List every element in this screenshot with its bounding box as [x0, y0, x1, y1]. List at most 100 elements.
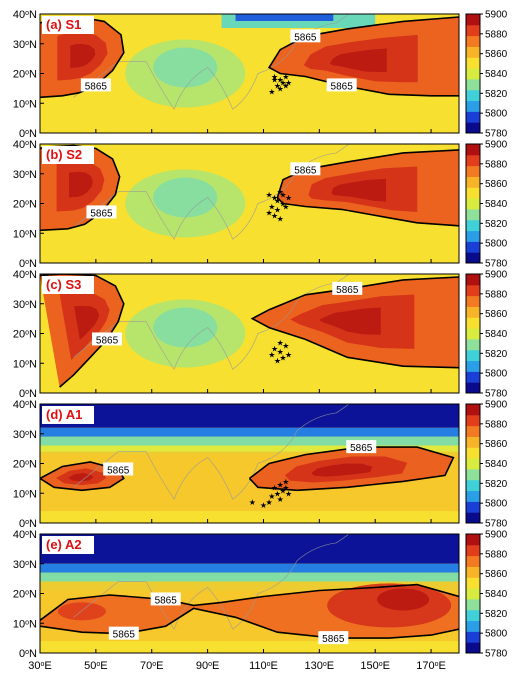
panel-title-bg	[42, 276, 94, 294]
colorbar-tick-label: 5780	[485, 129, 508, 140]
colorbar-tick-label: 5860	[485, 569, 508, 580]
y-tick-label: 20oN	[13, 459, 37, 471]
contour-label-bg	[332, 281, 363, 295]
high-peak	[377, 588, 430, 611]
colorbar-segment	[466, 436, 480, 448]
contour-label-text: 5865	[322, 634, 345, 645]
low-core	[153, 177, 218, 218]
contour-label: 5865	[92, 332, 123, 346]
north-strip-core	[235, 14, 334, 21]
star-marker: ★	[265, 498, 272, 507]
star-marker: ★	[277, 75, 284, 84]
colorbar-tick-label: 5860	[485, 179, 508, 190]
contour-label-text: 5865	[294, 32, 317, 43]
y-tick-label: 20oN	[13, 589, 37, 601]
y-tick-label: 30oN	[13, 559, 37, 571]
star-marker: ★	[282, 72, 289, 81]
colorbar-segment	[466, 35, 480, 47]
colorbar-segment	[466, 68, 480, 80]
star-marker: ★	[282, 81, 289, 90]
star-marker: ★	[277, 188, 284, 197]
contour-label-text: 5865	[331, 81, 354, 92]
colorbar-tick-label: 5820	[485, 89, 508, 100]
colorbar-tick-label: 5880	[485, 159, 508, 170]
x-tick-label: 170oE	[416, 660, 446, 672]
colorbar-tick-label: 5800	[485, 629, 508, 640]
colorbar-segment	[466, 208, 480, 221]
colorbar-segment	[466, 588, 480, 600]
x-tick-label: 70oE	[140, 660, 164, 672]
y-tick-label: 10oN	[13, 228, 37, 240]
colorbar-segment	[466, 577, 480, 589]
star-marker: ★	[265, 208, 272, 217]
colorbar-segment	[466, 111, 480, 123]
colorbar-tick-label: 5860	[485, 439, 508, 450]
colorbar-segment	[466, 122, 480, 134]
star-marker: ★	[279, 78, 286, 87]
star-marker: ★	[282, 341, 289, 350]
low-core	[153, 307, 218, 348]
contour-label-bg	[290, 29, 321, 43]
contour-5865	[250, 276, 459, 369]
star-marker: ★	[271, 75, 278, 84]
x-axis: 30oE 50oE 70oE 90oE 110oE 130oE 150oE 170oE	[28, 660, 446, 672]
north-band-fade	[40, 572, 459, 582]
colorbar-tick-label: 5840	[485, 459, 508, 470]
contour-label: 5865	[290, 29, 321, 43]
colorbar-segment	[466, 295, 480, 307]
contour-label-text: 5865	[85, 81, 108, 92]
colorbar-segment	[466, 89, 480, 102]
star-marker: ★	[268, 202, 275, 211]
star-marker: ★	[279, 353, 286, 362]
panel-title-text: (d) A1	[46, 407, 82, 422]
colorbar-segment	[466, 78, 480, 91]
colorbar-segment	[466, 414, 480, 427]
x-tick-label: 110oE	[249, 660, 278, 672]
contour-label-text: 5865	[96, 335, 119, 346]
colorbar-tick-label: 5800	[485, 239, 508, 250]
colorbar: 5900 5880 5860 5840 5820 5800 5780	[465, 530, 508, 660]
north-band	[40, 404, 459, 428]
contour-5865	[267, 16, 459, 97]
colorbar-segment	[466, 165, 480, 177]
x-tick-label: 150oE	[360, 660, 390, 672]
colorbar-tick-label: 5880	[485, 419, 508, 430]
contour-label-bg	[318, 631, 349, 645]
colorbar: 5900 5880 5860 5840 5820 5800 5780	[465, 400, 508, 530]
colorbar-segment	[466, 154, 480, 167]
star-marker: ★	[271, 194, 278, 203]
star-marker: ★	[277, 347, 284, 356]
colorbar-segment	[466, 544, 480, 557]
colorbar-segment	[466, 425, 480, 437]
y-tick-label: 10oN	[13, 98, 37, 110]
star-marker: ★	[249, 498, 256, 507]
contour-5865	[40, 274, 125, 388]
colorbar-tick-label: 5820	[485, 219, 508, 230]
x-tick-label: 130oE	[305, 660, 335, 672]
y-tick-label: 30oN	[13, 39, 37, 51]
star-marker: ★	[282, 202, 289, 211]
star-marker: ★	[279, 200, 286, 209]
panel-title-bg	[42, 536, 94, 554]
contour-label-text: 5865	[350, 443, 373, 454]
star-marker: ★	[285, 489, 292, 498]
star-marker: ★	[260, 501, 267, 510]
colorbar-segment	[466, 187, 480, 199]
colorbar-segment	[466, 458, 480, 470]
colorbar-segment	[466, 631, 480, 643]
colorbar: 5900 5880 5860 5840 5820 5800 5780	[465, 140, 508, 270]
contour-label-text: 5865	[294, 165, 317, 176]
colorbar-segment	[466, 468, 480, 481]
y-tick-label: 40oN	[13, 399, 37, 411]
contour-label-bg	[108, 626, 139, 640]
colorbar-segment	[466, 306, 480, 318]
star-marker: ★	[265, 191, 272, 200]
colorbar-tick-label: 5900	[485, 400, 508, 411]
colorbar-segment	[466, 555, 480, 567]
colorbar-segment	[466, 252, 480, 264]
contour-label-text: 5865	[336, 285, 359, 296]
high-peak	[311, 463, 373, 477]
contour-5865	[40, 583, 459, 621]
